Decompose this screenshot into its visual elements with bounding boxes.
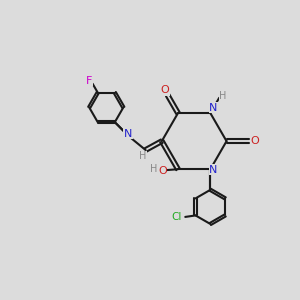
Text: O: O: [158, 166, 167, 176]
Text: H: H: [139, 152, 146, 161]
Text: N: N: [209, 103, 218, 113]
Text: O: O: [160, 85, 169, 95]
Text: Cl: Cl: [171, 212, 182, 222]
Text: H: H: [150, 164, 157, 174]
Text: F: F: [86, 76, 92, 86]
Text: O: O: [251, 136, 260, 146]
Text: H: H: [219, 91, 226, 101]
Text: N: N: [209, 165, 218, 175]
Text: N: N: [124, 129, 132, 139]
